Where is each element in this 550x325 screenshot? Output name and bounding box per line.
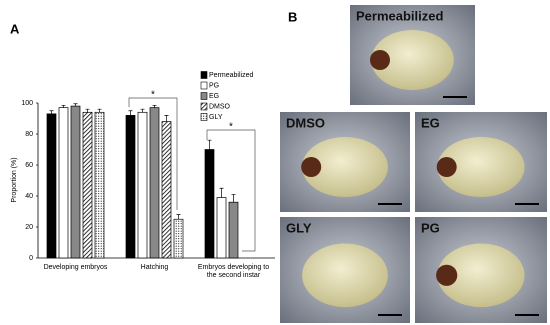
bar <box>228 201 239 259</box>
x-tick-label: Developing embryos <box>43 264 108 271</box>
larva-head <box>436 157 457 177</box>
error-bar <box>61 104 66 108</box>
bracket <box>128 97 178 210</box>
photo-label: DMSO <box>286 115 325 130</box>
error-bar <box>140 108 145 113</box>
bar <box>149 107 160 259</box>
y-axis-label: Proportion (%) <box>11 157 18 202</box>
larva <box>437 137 525 197</box>
error-bar <box>231 194 236 203</box>
photo-label: GLY <box>286 220 312 235</box>
larva-head <box>370 50 390 70</box>
bar <box>46 113 57 259</box>
error-bar <box>164 115 169 122</box>
larva-head <box>436 264 458 286</box>
bar <box>125 115 136 259</box>
bar <box>58 107 69 259</box>
legend-label: PG <box>209 82 219 89</box>
photo-label: PG <box>421 220 440 235</box>
legend-label: DMSO <box>209 103 231 110</box>
y-tick-label: 40 <box>25 193 33 200</box>
legend-swatch <box>200 113 208 121</box>
larva <box>437 243 525 308</box>
error-bar <box>85 108 90 113</box>
y-tick-label: 0 <box>29 255 33 262</box>
error-bar <box>97 108 102 113</box>
error-bar <box>219 187 224 198</box>
bar <box>161 121 172 259</box>
bar <box>204 149 215 259</box>
y-tick-label: 20 <box>25 224 33 231</box>
significance: * <box>229 122 233 133</box>
bar <box>137 111 148 259</box>
bar <box>70 105 81 259</box>
y-tick-label: 80 <box>25 131 33 138</box>
legend-label: GLY <box>209 114 223 121</box>
larva <box>302 137 388 197</box>
bracket <box>206 129 256 252</box>
bar <box>173 218 184 259</box>
x-tick-label: Hatching <box>140 264 169 271</box>
y-tick-label: 100 <box>21 100 33 107</box>
legend-label: EG <box>209 93 219 100</box>
x-tick-label: Embryos developing to the second instar <box>197 264 270 279</box>
larva <box>371 30 454 90</box>
bar <box>216 197 227 259</box>
error-bar <box>128 110 133 116</box>
error-bar <box>49 110 54 114</box>
error-bar <box>73 103 78 107</box>
bar <box>94 111 105 259</box>
legend-swatch <box>200 102 208 111</box>
error-bar <box>176 214 181 220</box>
photo-label: Permeabilized <box>356 8 443 23</box>
bar <box>82 111 93 259</box>
significance: * <box>151 90 155 101</box>
legend-label: Permeabilized <box>209 72 253 79</box>
larva <box>302 243 388 308</box>
error-bar <box>152 104 157 108</box>
y-tick-label: 60 <box>25 162 33 169</box>
legend-swatch <box>200 81 208 90</box>
legend-swatch <box>200 92 208 100</box>
legend-swatch <box>200 71 208 79</box>
panel-label: A <box>10 21 20 36</box>
error-bar <box>207 139 212 150</box>
panel-label: B <box>288 9 297 24</box>
photo-label: EG <box>421 115 440 130</box>
larva-head <box>301 157 322 177</box>
